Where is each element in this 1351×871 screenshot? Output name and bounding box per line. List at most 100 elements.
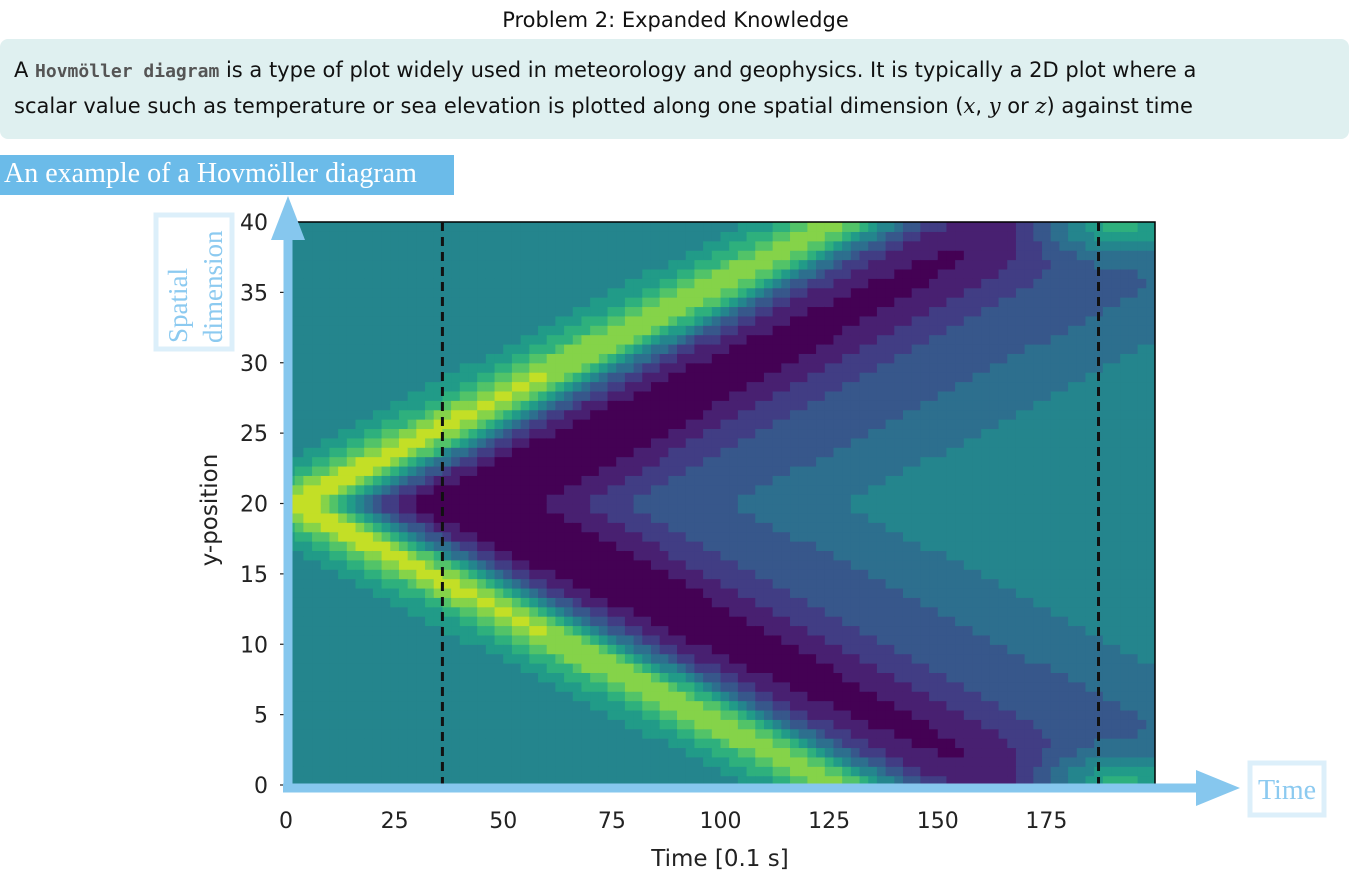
heatmap-cell — [390, 231, 400, 242]
heatmap-cell — [894, 447, 904, 458]
heatmap-cell — [633, 550, 643, 561]
heatmap-cell — [911, 278, 921, 289]
heatmap-cell — [668, 587, 678, 598]
heatmap-cell — [755, 541, 765, 552]
heatmap-cell — [338, 428, 348, 439]
heatmap-cell — [442, 644, 452, 655]
heatmap-cell — [703, 766, 713, 777]
heatmap-cell — [798, 250, 808, 261]
heatmap-cell — [390, 240, 400, 251]
heatmap-cell — [807, 465, 817, 476]
heatmap-cell — [294, 268, 304, 279]
heatmap-cell — [790, 691, 800, 702]
heatmap-cell — [737, 306, 748, 317]
heatmap-cell — [381, 728, 391, 739]
heatmap-cell — [390, 587, 400, 598]
heatmap-cell — [416, 653, 426, 664]
heatmap-cell — [902, 268, 913, 279]
heatmap-cell — [711, 634, 722, 645]
heatmap-cell — [772, 756, 782, 767]
heatmap-cell — [616, 597, 626, 608]
heatmap-cell — [442, 306, 452, 317]
heatmap-cell — [425, 400, 435, 411]
heatmap-cell — [833, 306, 843, 317]
heatmap-cell — [911, 747, 921, 758]
heatmap-cell — [902, 287, 913, 298]
heatmap-cell — [816, 343, 826, 354]
heatmap-cell — [477, 766, 487, 777]
heatmap-cell — [390, 512, 400, 523]
heatmap-cell — [538, 419, 548, 430]
heatmap-cell — [538, 512, 548, 523]
heatmap-cell — [590, 531, 600, 542]
heatmap-cell — [746, 691, 756, 702]
heatmap-cell — [555, 616, 565, 627]
heatmap-cell — [529, 409, 539, 420]
heatmap-cell — [511, 559, 522, 570]
heatmap-cell — [868, 503, 878, 514]
heatmap-cell — [911, 569, 921, 580]
heatmap-cell — [433, 259, 444, 270]
heatmap-cell — [381, 663, 391, 673]
heatmap-cell — [807, 728, 817, 739]
heatmap-cell — [485, 250, 496, 261]
heatmap-cell — [555, 325, 565, 336]
heatmap-cell — [546, 353, 556, 364]
heatmap-cell — [868, 268, 878, 279]
heatmap-cell — [911, 325, 921, 336]
heatmap-cell — [981, 747, 991, 758]
heatmap-cell — [503, 484, 513, 495]
heatmap-cell — [633, 437, 643, 448]
heatmap-cell — [937, 231, 948, 242]
heatmap-cell — [868, 437, 878, 448]
heatmap-cell — [694, 512, 704, 523]
heatmap-cell — [624, 691, 635, 702]
heatmap-cell — [546, 550, 556, 561]
heatmap-cell — [659, 503, 669, 514]
heatmap-cell — [842, 428, 852, 439]
heatmap-cell — [729, 325, 739, 336]
heatmap-cell — [338, 250, 348, 261]
heatmap-cell — [312, 728, 322, 739]
heatmap-cell — [303, 222, 313, 232]
heatmap-cell — [946, 644, 956, 655]
heatmap-cell — [833, 512, 843, 523]
heatmap-cell — [894, 484, 904, 495]
heatmap-field — [286, 222, 1155, 785]
heatmap-cell — [859, 437, 869, 448]
heatmap-cell — [911, 475, 921, 486]
heatmap-cell — [546, 531, 556, 542]
heatmap-cell — [833, 259, 843, 270]
heatmap-cell — [320, 278, 331, 289]
heatmap-cell — [981, 569, 991, 580]
heatmap-cell — [868, 484, 878, 495]
heatmap-cell — [468, 334, 478, 345]
heatmap-cell — [494, 268, 504, 279]
heatmap-cell — [677, 531, 687, 542]
heatmap-cell — [485, 456, 496, 467]
heatmap-cell — [459, 644, 470, 655]
heatmap-cell — [312, 644, 322, 655]
heatmap-cell — [885, 447, 895, 458]
heatmap-cell — [937, 456, 948, 467]
heatmap-cell — [546, 691, 556, 702]
heatmap-cell — [477, 738, 487, 749]
heatmap-cell — [798, 231, 808, 242]
heatmap-cell — [790, 250, 800, 261]
heatmap-cell — [694, 597, 704, 608]
heatmap-cell — [868, 681, 878, 692]
heatmap-cell — [859, 503, 869, 514]
heatmap-cell — [894, 775, 904, 785]
heatmap-cell — [520, 634, 530, 645]
heatmap-cell — [981, 663, 991, 673]
heatmap-cell — [902, 691, 913, 702]
heatmap-cell — [677, 250, 687, 261]
heatmap-cell — [546, 240, 556, 251]
heatmap-cell — [633, 663, 643, 673]
heatmap-cell — [981, 268, 991, 279]
heatmap-cell — [929, 578, 939, 589]
heatmap-cell — [451, 353, 461, 364]
heatmap-cell — [937, 428, 948, 439]
heatmap-cell — [876, 222, 887, 232]
heatmap-cell — [598, 775, 609, 785]
